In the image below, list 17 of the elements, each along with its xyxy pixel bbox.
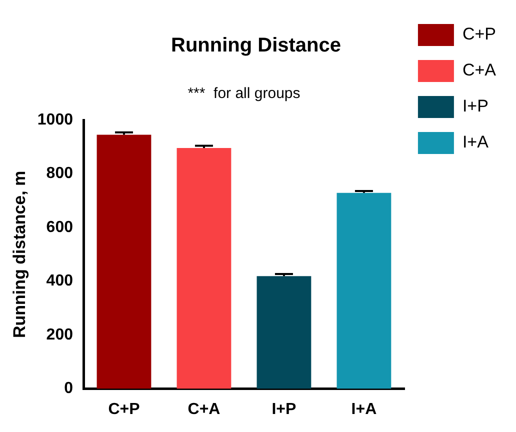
text: *** for all groups bbox=[188, 85, 300, 102]
y-tick-label: 800 bbox=[46, 165, 74, 182]
x-tick-label: I+A bbox=[351, 400, 378, 418]
y-axis-title: Running distance, m bbox=[10, 170, 29, 338]
x-tick-label: C+P bbox=[108, 400, 140, 418]
chart-title: Running Distance bbox=[170, 34, 342, 57]
legend-label: C+P bbox=[462, 24, 496, 44]
x-tick-label: I+P bbox=[272, 400, 297, 418]
y-tick-label: 1000 bbox=[37, 111, 74, 128]
x-tick-label: C+A bbox=[188, 400, 221, 418]
y-tick-label: 0 bbox=[64, 380, 74, 398]
legend-label: C+A bbox=[462, 60, 497, 80]
y-tick-label: 400 bbox=[46, 272, 74, 290]
legend-label: I+A bbox=[462, 132, 490, 152]
legend-label: I+P bbox=[462, 96, 488, 116]
y-tick-label: 200 bbox=[46, 326, 74, 344]
y-tick-label: 600 bbox=[46, 218, 74, 236]
